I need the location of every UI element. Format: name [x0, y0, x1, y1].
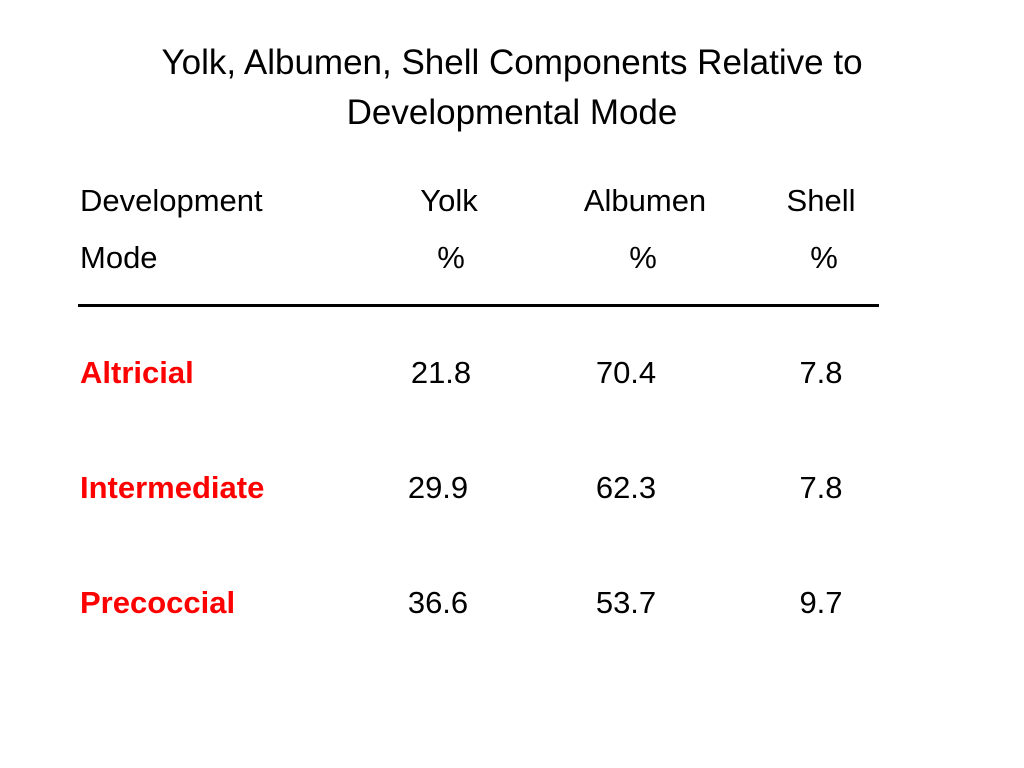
slide-title: Yolk, Albumen, Shell Components Relative…: [40, 38, 984, 138]
header-development: Development: [80, 183, 263, 218]
header-shell-unit: %: [810, 240, 838, 275]
header-mode: Mode: [80, 240, 158, 275]
row-label-altricial: Altricial: [80, 355, 194, 390]
header-yolk-unit: %: [437, 240, 465, 275]
row-label-precoccial: Precoccial: [80, 585, 236, 620]
header-shell: Shell: [786, 183, 856, 218]
cell-precoccial-shell: 9.7: [799, 585, 843, 620]
cell-intermediate-albumen: 62.3: [595, 470, 657, 505]
cell-altricial-albumen: 70.4: [595, 355, 657, 390]
slide-title-line-1: Yolk, Albumen, Shell Components Relative…: [161, 43, 863, 82]
cell-intermediate-shell: 7.8: [799, 470, 843, 505]
header-divider: [78, 304, 879, 307]
header-yolk: Yolk: [420, 183, 478, 218]
cell-precoccial-albumen: 53.7: [595, 585, 657, 620]
cell-altricial-yolk: 21.8: [410, 355, 472, 390]
header-albumen-unit: %: [629, 240, 657, 275]
slide-title-line-2: Developmental Mode: [346, 93, 678, 132]
cell-precoccial-yolk: 36.6: [407, 585, 469, 620]
header-albumen: Albumen: [583, 183, 707, 218]
cell-intermediate-yolk: 29.9: [407, 470, 469, 505]
row-label-intermediate: Intermediate: [80, 470, 265, 505]
cell-altricial-shell: 7.8: [799, 355, 843, 390]
